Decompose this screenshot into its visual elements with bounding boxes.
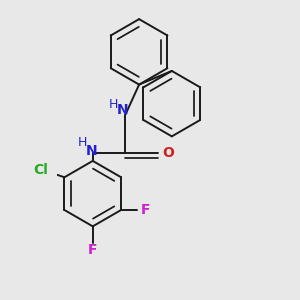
Text: H: H (78, 136, 88, 149)
Text: N: N (85, 143, 97, 158)
Text: H: H (109, 98, 118, 111)
Text: F: F (88, 243, 98, 257)
Text: N: N (116, 103, 128, 117)
Text: Cl: Cl (33, 163, 48, 177)
Text: F: F (140, 203, 150, 217)
Text: O: O (162, 146, 174, 160)
